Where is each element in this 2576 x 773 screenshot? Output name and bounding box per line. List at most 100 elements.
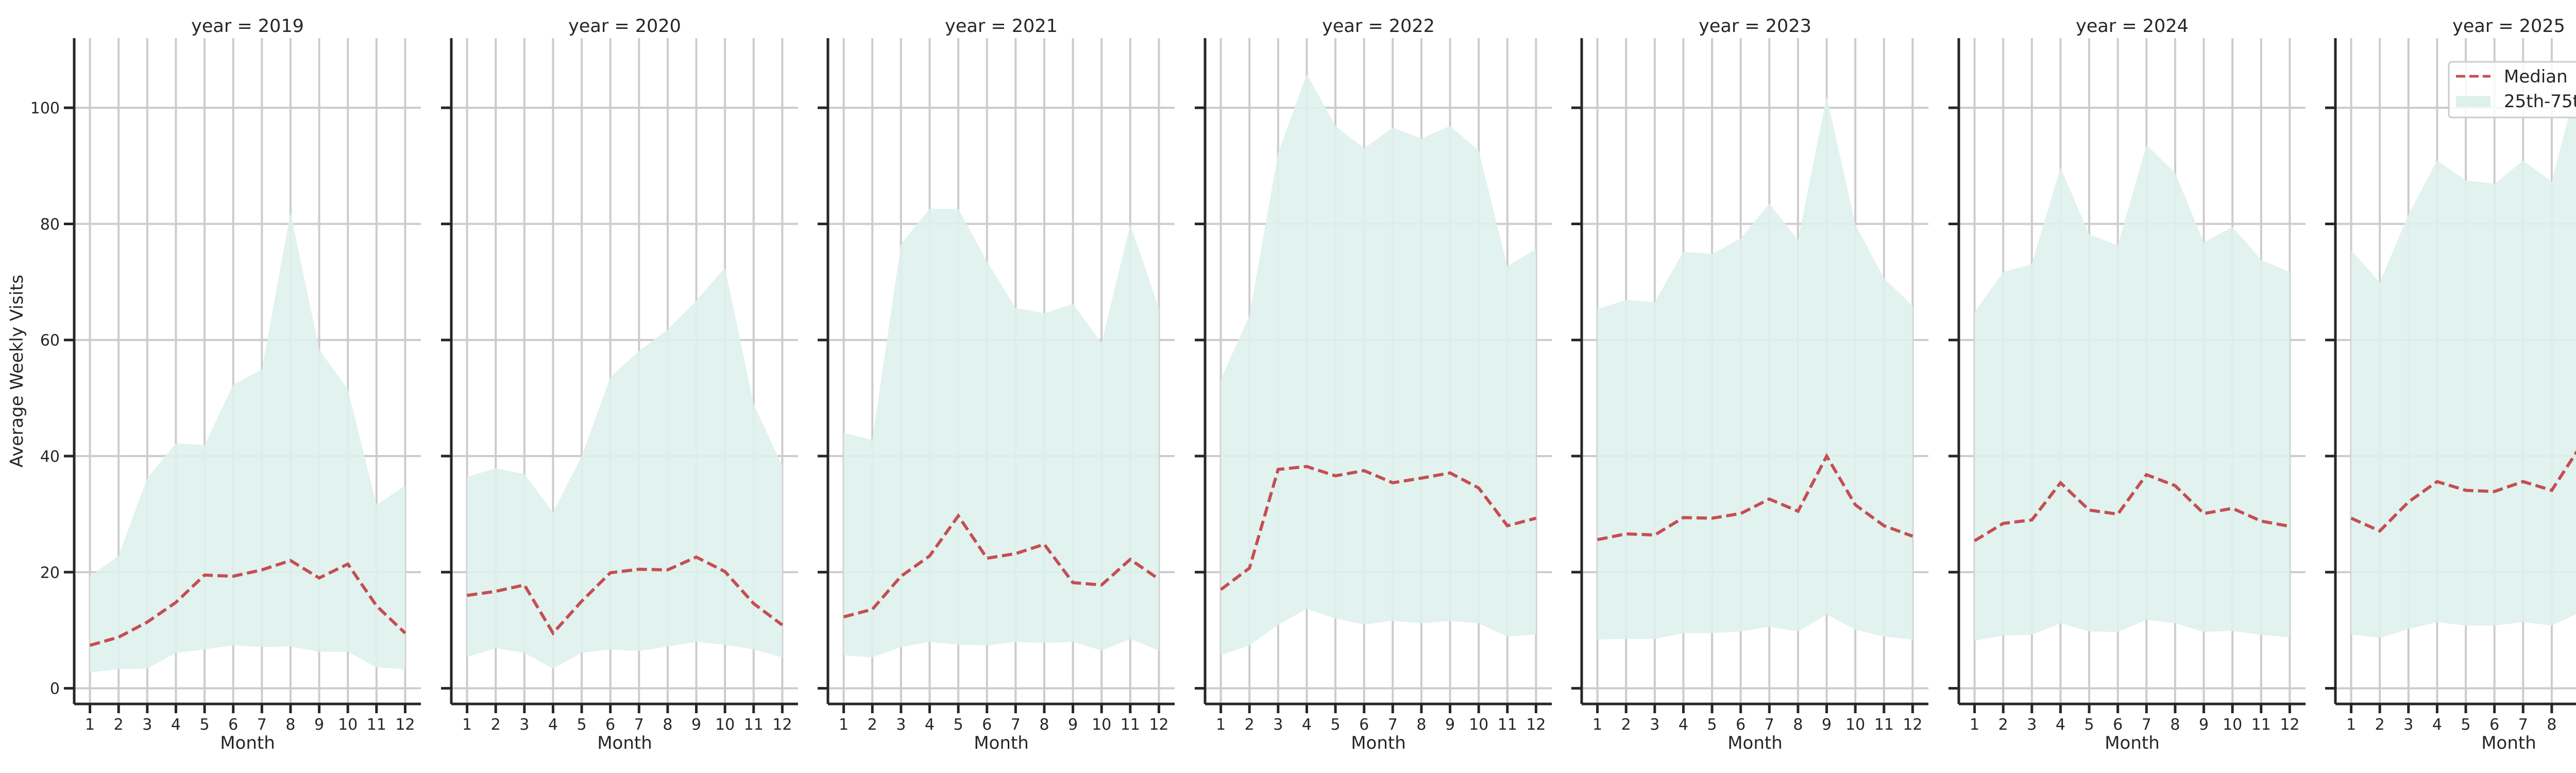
x-tick-label: 2 [114,716,124,734]
x-tick-label: 6 [982,716,992,734]
y-tick-label: 100 [30,99,60,117]
legend-band-swatch [2456,96,2490,107]
x-tick-label: 2 [491,716,501,734]
x-tick-label: 3 [519,716,529,734]
x-tick-label: 7 [1765,716,1774,734]
x-tick-label: 2 [1998,716,2008,734]
y-tick-label: 20 [40,564,60,582]
legend-band-label: 25th-75th Percentile [2504,91,2576,112]
legend-median-label: Median [2504,66,2568,87]
x-tick-label: 1 [1216,716,1226,734]
x-tick-label: 12 [772,716,792,734]
x-tick-label: 6 [1736,716,1745,734]
x-tick-label: 4 [171,716,181,734]
x-tick-label: 7 [257,716,267,734]
x-tick-label: 7 [1011,716,1021,734]
x-tick-label: 12 [1903,716,1922,734]
x-tick-label: 6 [605,716,615,734]
x-tick-label: 12 [395,716,415,734]
x-tick-label: 4 [925,716,935,734]
x-axis-label: Month [974,733,1029,753]
x-axis-label: Month [1351,733,1406,753]
x-tick-label: 12 [2280,716,2299,734]
x-tick-label: 9 [2199,716,2209,734]
x-tick-label: 10 [1469,716,1488,734]
x-tick-label: 8 [1416,716,1426,734]
x-tick-label: 5 [1707,716,1717,734]
x-tick-label: 1 [85,716,95,734]
x-tick-label: 6 [1359,716,1369,734]
percentile-band [1974,145,2290,641]
x-tick-label: 12 [1149,716,1168,734]
x-tick-label: 8 [1793,716,1803,734]
median-line [1974,473,2290,543]
x-tick-label: 7 [2518,716,2528,734]
x-tick-label: 2 [868,716,877,734]
x-tick-label: 3 [1273,716,1283,734]
x-tick-label: 10 [338,716,358,734]
x-tick-label: 12 [1526,716,1546,734]
percentile-band [90,212,405,673]
median-line [1597,452,1913,542]
x-tick-label: 4 [1302,716,1312,734]
percentile-band [467,268,783,669]
x-tick-label: 1 [2346,716,2356,734]
x-tick-label: 4 [548,716,558,734]
x-tick-label: 6 [2489,716,2499,734]
median-line [1219,465,1537,591]
x-tick-label: 5 [200,716,210,734]
y-tick-label: 40 [40,448,60,466]
x-tick-label: 10 [715,716,735,734]
percentile-band [1597,96,1913,640]
x-tick-label: 4 [1679,716,1688,734]
median-line [2350,450,2576,533]
x-tick-label: 8 [1039,716,1049,734]
x-tick-label: 5 [1331,716,1341,734]
x-tick-label: 7 [1388,716,1398,734]
x-tick-label: 11 [1121,716,1140,734]
x-tick-label: 8 [2547,716,2556,734]
x-tick-label: 11 [1498,716,1517,734]
x-tick-label: 11 [367,716,386,734]
x-tick-label: 4 [2432,716,2442,734]
x-axis-label: Month [2105,733,2160,753]
x-tick-label: 5 [954,716,963,734]
x-tick-label: 9 [1822,716,1832,734]
x-tick-label: 8 [2170,716,2180,734]
x-tick-label: 5 [2461,716,2471,734]
panel-title: year = 2025 [2452,16,2565,37]
x-tick-label: 10 [2223,716,2242,734]
x-tick-label: 1 [1970,716,1979,734]
panel-title: year = 2024 [2076,16,2189,37]
panel-title: year = 2020 [568,16,681,37]
x-tick-label: 10 [1092,716,1111,734]
x-tick-label: 5 [577,716,587,734]
y-tick-label: 60 [40,332,60,350]
x-tick-label: 3 [1650,716,1659,734]
x-tick-label: 9 [314,716,324,734]
x-tick-label: 1 [462,716,472,734]
median-line [843,513,1160,618]
panel-title: year = 2021 [945,16,1058,37]
x-tick-label: 3 [896,716,906,734]
median-line [89,559,406,647]
x-tick-label: 2 [1621,716,1631,734]
x-tick-label: 3 [2027,716,2037,734]
x-axis-label: Month [2481,733,2536,753]
x-tick-label: 6 [2113,716,2123,734]
panel-title: year = 2023 [1699,16,1811,37]
x-tick-label: 8 [285,716,295,734]
x-tick-label: 2 [2375,716,2385,734]
x-axis-label: Month [597,733,652,753]
x-tick-label: 3 [2403,716,2413,734]
x-tick-label: 1 [1592,716,1602,734]
legend: Median 25th-75th Percentile [2448,61,2576,119]
